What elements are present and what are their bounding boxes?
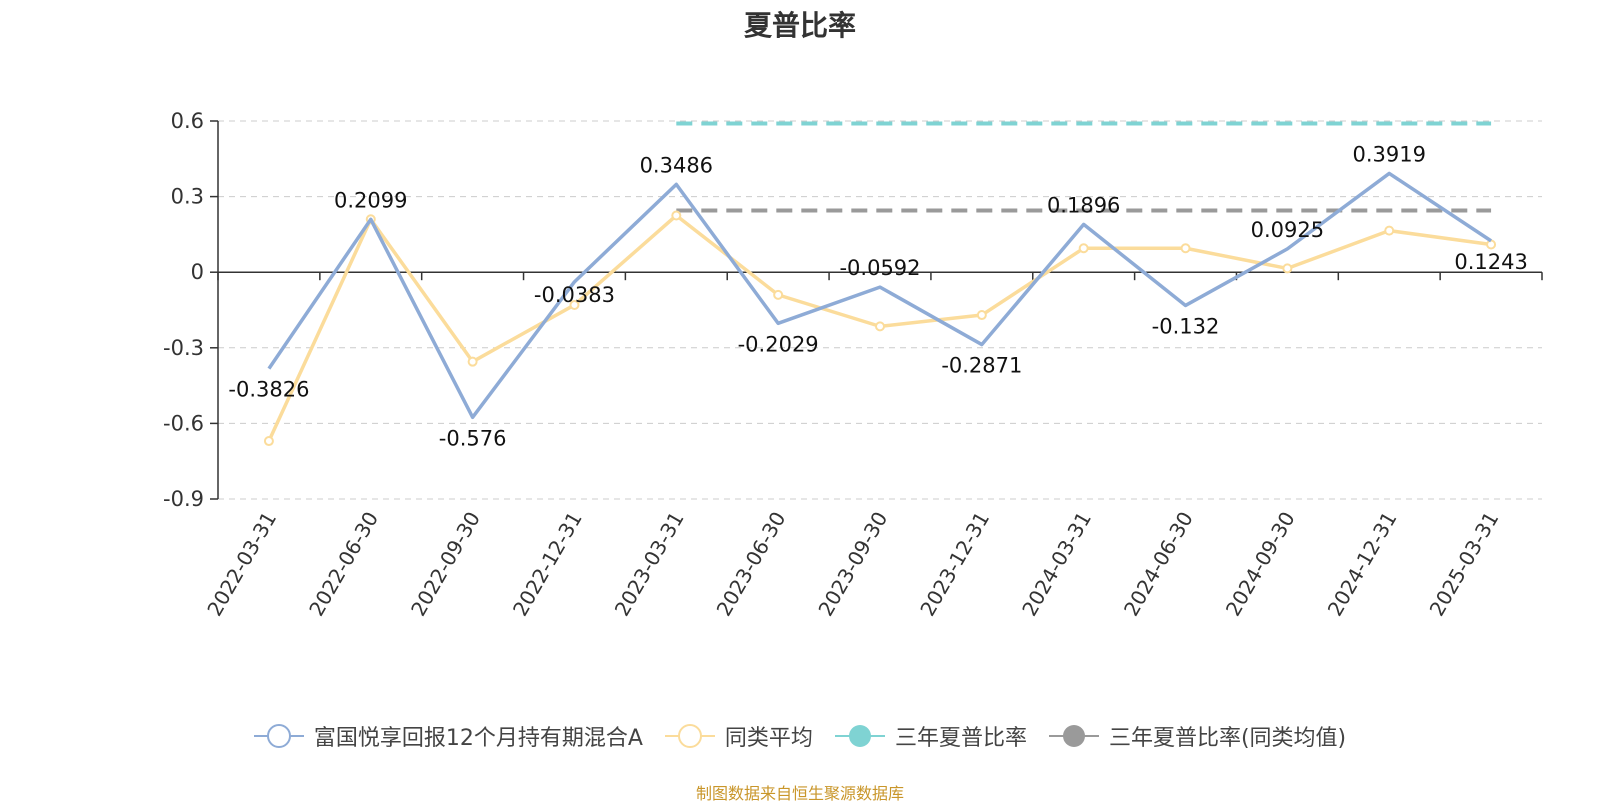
average-point <box>1180 243 1191 254</box>
legend-item-three-year-sharpe[interactable]: 三年夏普比率 <box>834 720 1027 752</box>
x-tick-label: 2023-12-31 <box>915 508 994 621</box>
average-point <box>1486 239 1497 250</box>
legend-label-fund: 富国悦享回报12个月持有期混合A <box>313 726 643 751</box>
y-tick-label: 0.3 <box>171 185 204 209</box>
data-label: -0.0383 <box>534 283 615 307</box>
y-tick-label: -0.6 <box>163 411 204 435</box>
data-label: 0.1896 <box>1047 193 1120 217</box>
legend-fund-swatch-icon <box>253 724 304 748</box>
data-label: 0.1243 <box>1454 250 1527 274</box>
chart-title: 夏普比率 <box>743 9 856 42</box>
reference-lines <box>676 121 1492 213</box>
data-label: -0.576 <box>439 426 507 450</box>
x-tick-label: 2024-12-31 <box>1323 508 1402 621</box>
legend-item-three-year-average[interactable]: 三年夏普比率(同类均值) <box>1048 720 1347 752</box>
legend-label-three-year-average: 三年夏普比率(同类均值) <box>1108 726 1347 751</box>
x-tick-label: 2022-12-31 <box>508 508 587 621</box>
data-label: 0.3919 <box>1352 142 1425 166</box>
x-tick-label: 2025-03-31 <box>1425 508 1504 621</box>
data-label: -0.2871 <box>941 354 1022 378</box>
average-point <box>1078 243 1089 254</box>
y-tick-label: -0.9 <box>163 487 204 511</box>
legend-label-average: 同类平均 <box>724 726 813 751</box>
average-point <box>467 356 478 367</box>
average-point <box>1384 225 1395 236</box>
x-tick-label: 2022-09-30 <box>406 507 485 620</box>
x-tick-label: 2023-03-31 <box>610 508 689 621</box>
x-tick-label: 2022-03-31 <box>202 508 281 621</box>
average-point <box>976 310 987 321</box>
y-tick-label: 0 <box>191 260 204 284</box>
y-tick-label: 0.6 <box>171 109 204 133</box>
legend-average-swatch-icon <box>664 724 715 748</box>
average-point <box>875 321 885 332</box>
x-tick-label: 2024-06-30 <box>1119 508 1198 621</box>
series-lines <box>263 171 1497 447</box>
data-labels: -0.3826 0.2099 -0.576 -0.0383 0.3486 -0.2029 -… <box>228 142 1527 450</box>
average-point <box>569 299 580 310</box>
legend-three-year-average-swatch-icon <box>1048 725 1099 747</box>
data-label: -0.0592 <box>839 256 920 280</box>
data-label: 0.2099 <box>334 188 407 212</box>
legend-label-three-year: 三年夏普比率 <box>894 726 1027 751</box>
data-label: 0.3486 <box>640 153 713 177</box>
x-tick-label: 2023-06-30 <box>712 508 791 621</box>
legend: 富国悦享回报12个月持有期混合A 同类平均 三年夏普比率 三年夏普比率(同类均值… <box>0 720 1600 752</box>
data-label: -0.3826 <box>228 378 309 402</box>
data-label: -0.2029 <box>738 332 819 356</box>
source-note: 制图数据来自恒生聚源数据库 <box>695 784 904 803</box>
x-tick-label: 2023-09-30 <box>813 508 892 621</box>
data-label: -0.132 <box>1152 314 1220 338</box>
data-label: 0.0925 <box>1251 218 1324 242</box>
x-tick-label: 2024-03-31 <box>1017 508 1096 621</box>
average-point <box>263 436 274 447</box>
legend-item-category-average[interactable]: 同类平均 <box>664 720 813 752</box>
average-point <box>773 289 784 300</box>
x-tick-label: 2024-09-30 <box>1221 508 1300 621</box>
legend-item-fund[interactable]: 富国悦享回报12个月持有期混合A <box>253 720 643 752</box>
average-point <box>671 210 682 221</box>
fund-line <box>267 171 1493 420</box>
x-tick-label: 2022-06-30 <box>304 508 383 621</box>
y-tick-label: -0.3 <box>163 336 204 360</box>
legend-three-year-swatch-icon <box>834 725 885 747</box>
average-point <box>1282 263 1293 274</box>
